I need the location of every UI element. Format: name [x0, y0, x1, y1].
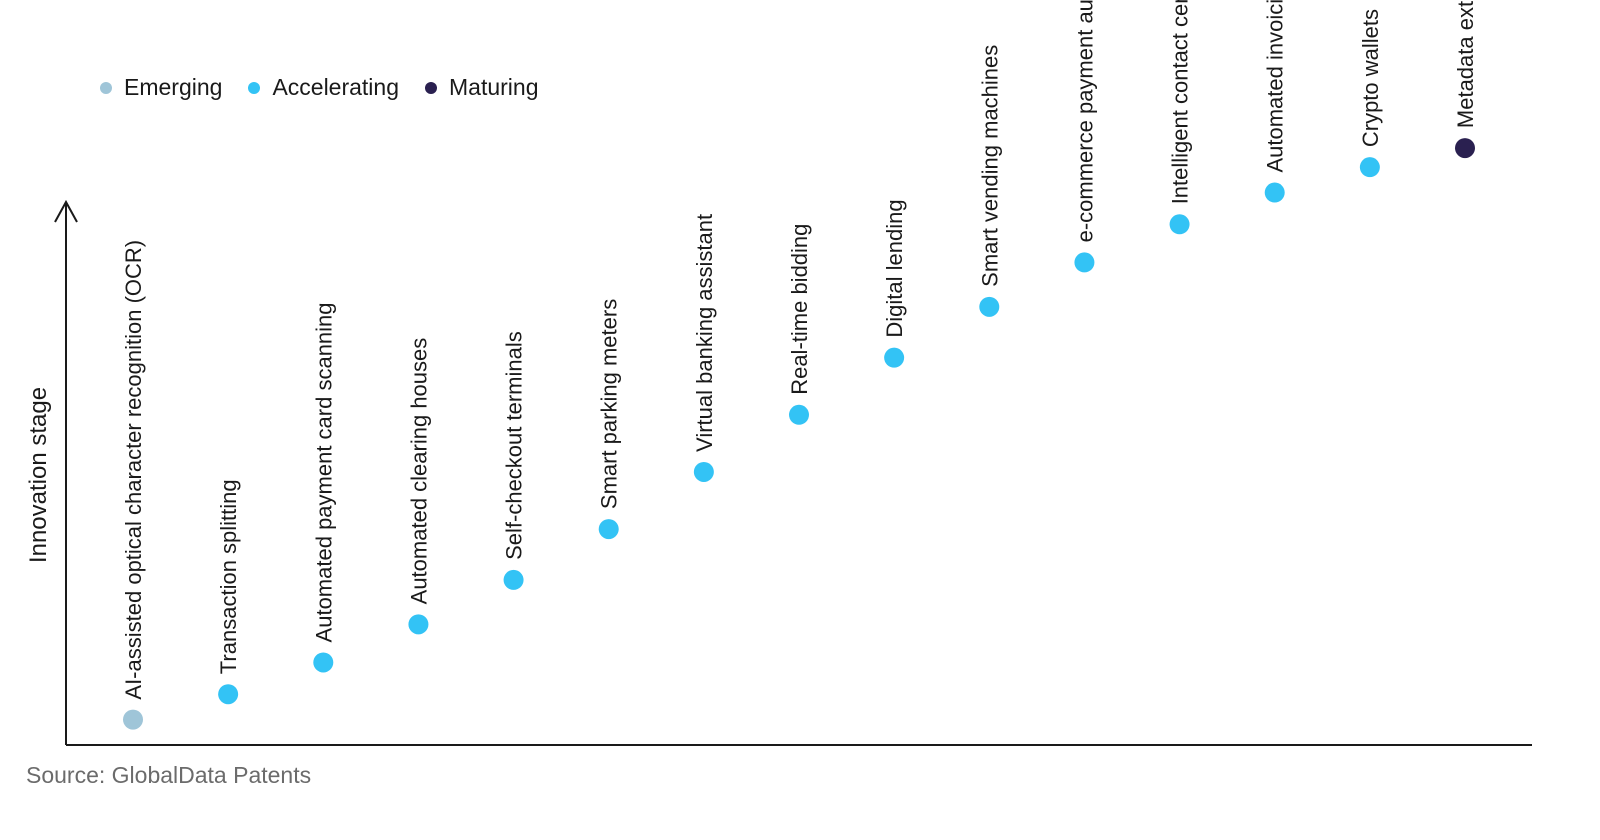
data-point [979, 296, 1000, 317]
data-point [123, 709, 143, 730]
source-note: Source: GlobalData Patents [26, 762, 312, 788]
data-point-label: Automated clearing houses [406, 338, 431, 605]
legend-item-emerging: Emerging [100, 74, 222, 101]
data-point-label: Real-time bidding [787, 224, 812, 395]
legend-dot-maturing [425, 81, 438, 94]
data-point [598, 519, 619, 540]
data-point-label: AI-assisted optical character recognitio… [121, 240, 146, 700]
data-point-label: Metadata extraction for payments [1453, 0, 1478, 128]
data-point [313, 652, 334, 673]
data-point-label: Smart parking meters [597, 299, 622, 509]
data-point-label: Automated payment card scanning [311, 302, 336, 642]
data-point-label: Virtual banking assistant [692, 214, 717, 452]
data-point-label: Transaction splitting [216, 479, 241, 674]
data-point-label: e-commerce payment automation [1072, 0, 1097, 242]
data-point-label: Crypto wallets [1358, 9, 1383, 147]
data-point [218, 684, 239, 705]
data-point [789, 404, 809, 425]
y-axis-label: Innovation stage [25, 387, 52, 563]
data-point-label: Intelligent contact centers [1168, 0, 1193, 204]
legend-item-maturing: Maturing [425, 74, 539, 101]
data-point [693, 461, 714, 482]
legend-dot-emerging [100, 81, 112, 94]
data-point-label: Digital lending [882, 199, 907, 337]
data-point-label: Smart vending machines [977, 45, 1002, 287]
data-point [884, 347, 905, 368]
data-point [1169, 214, 1190, 235]
legend-label-accelerating: Accelerating [272, 74, 400, 100]
data-point [1074, 252, 1095, 273]
data-point [1455, 138, 1475, 159]
legend-item-accelerating: Accelerating [248, 74, 399, 101]
data-point-label: Self-checkout terminals [502, 331, 527, 560]
legend: Emerging Accelerating Maturing [100, 74, 565, 101]
data-point [408, 614, 429, 635]
data-point [503, 569, 524, 590]
points-layer: AI-assisted optical character recognitio… [121, 0, 1478, 730]
data-point [1359, 157, 1380, 178]
y-axis-arrow [54, 199, 78, 223]
legend-label-emerging: Emerging [124, 74, 223, 100]
legend-label-maturing: Maturing [449, 74, 539, 100]
legend-dot-accelerating [248, 81, 261, 94]
data-point-label: Automated invoicing [1263, 0, 1288, 173]
data-point [1264, 182, 1285, 203]
